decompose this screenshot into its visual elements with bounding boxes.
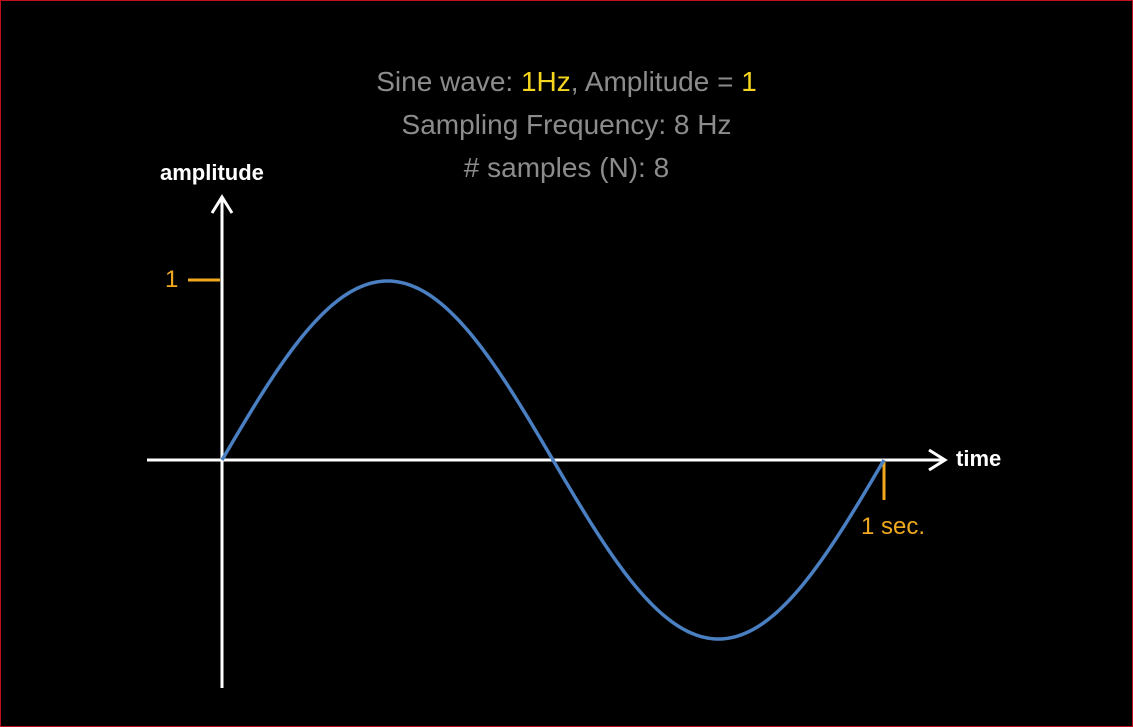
- header-line-2: Sampling Frequency: 8 Hz: [401, 109, 732, 140]
- y-tick-label: 1: [165, 266, 179, 293]
- y-axis-label: amplitude: [160, 160, 264, 185]
- slide-header: Sine wave: 1Hz, Amplitude = 1 Sampling F…: [0, 60, 1133, 189]
- header-line-3: # samples (N): 8: [463, 152, 670, 183]
- header-line-1-mid: , Amplitude =: [570, 66, 742, 97]
- y-axis-arrowhead: [210, 194, 234, 214]
- x-axis-arrowhead: [928, 448, 948, 472]
- header-line-1: Sine wave: 1Hz, Amplitude = 1: [0, 60, 1133, 103]
- frequency-value: 1Hz: [520, 66, 571, 97]
- x-axis-label: time: [956, 446, 1002, 471]
- sine-curve: [220, 279, 886, 641]
- amplitude-value: 1: [741, 66, 757, 97]
- x-tick-label: 1 sec.: [861, 513, 926, 540]
- header-line-1-prefix: Sine wave:: [376, 66, 521, 97]
